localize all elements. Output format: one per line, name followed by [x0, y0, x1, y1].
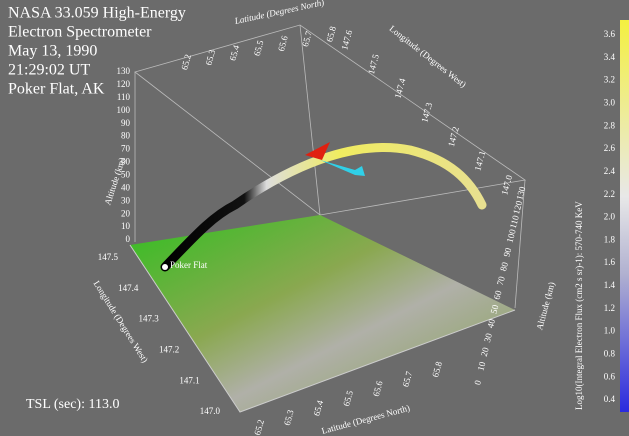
longitude-tick-label: 147.2 [159, 344, 179, 354]
altitude-tick-label: 90 [121, 118, 131, 128]
longitude-tick-label: 147.5 [98, 252, 119, 262]
colorbar-tick-label: 1.8 [604, 234, 616, 244]
colorbar-tick-label: 2.0 [604, 212, 616, 222]
title-line: May 13, 1990 [8, 43, 97, 60]
longitude-tick-label: 147.4 [118, 283, 139, 293]
longitude-tick-label: 147.1 [179, 375, 199, 385]
colorbar-tick-label: 1.6 [604, 257, 616, 267]
altitude-tick-label: 0 [126, 234, 131, 244]
altitude-tick-label: 100 [117, 105, 131, 115]
tsl-label: TSL (sec): 113.0 [26, 397, 119, 412]
title-line: NASA 33.059 High-Energy [8, 5, 186, 22]
altitude-tick-label: 130 [117, 66, 131, 76]
colorbar-tick-label: 2.8 [604, 120, 616, 130]
site-label: Poker Flat [170, 260, 208, 270]
title-line: Poker Flat, AK [8, 81, 105, 98]
colorbar-tick-label: 2.2 [604, 189, 615, 199]
colorbar-tick-label: 1.4 [604, 280, 616, 290]
site-marker [162, 264, 168, 270]
altitude-tick-label: 40 [121, 182, 131, 192]
colorbar-tick-label: 0.6 [604, 371, 616, 381]
longitude-tick-label: 147.3 [139, 314, 160, 324]
colorbar-tick-label: 3.2 [604, 75, 615, 85]
altitude-tick-label: 80 [121, 131, 131, 141]
altitude-tick-label: 50 [121, 169, 131, 179]
colorbar-tick-label: 1.0 [604, 326, 616, 336]
colorbar-tick-label: 3.6 [604, 29, 616, 39]
colorbar-tick-label: 1.2 [604, 303, 615, 313]
colorbar-tick-label: 0.4 [604, 394, 616, 404]
title-line: 21:29:02 UT [8, 62, 90, 79]
colorbar-tick-label: 3.0 [604, 97, 616, 107]
altitude-tick-label: 30 [121, 195, 131, 205]
altitude-tick-label: 10 [121, 221, 131, 231]
colorbar-tick-label: 0.8 [604, 348, 616, 358]
colorbar-tick-label: 2.4 [604, 166, 616, 176]
colorbar-label: Log10(Integral Electron Flux (cm2 s sr)-… [574, 201, 584, 410]
altitude-tick-label: 20 [121, 208, 131, 218]
altitude-tick-label: 120 [117, 79, 131, 89]
scene: Poker Flat TSL (sec): 113.0 Log10(Integr… [0, 0, 629, 436]
colorbar [620, 20, 629, 412]
colorbar-tick-label: 2.6 [604, 143, 616, 153]
longitude-tick-label: 147.0 [200, 406, 221, 416]
title-line: Electron Spectrometer [8, 24, 152, 41]
altitude-tick-label: 60 [121, 157, 131, 167]
altitude-tick-label: 110 [117, 92, 131, 102]
altitude-tick-label: 70 [121, 144, 131, 154]
colorbar-tick-label: 3.4 [604, 52, 616, 62]
